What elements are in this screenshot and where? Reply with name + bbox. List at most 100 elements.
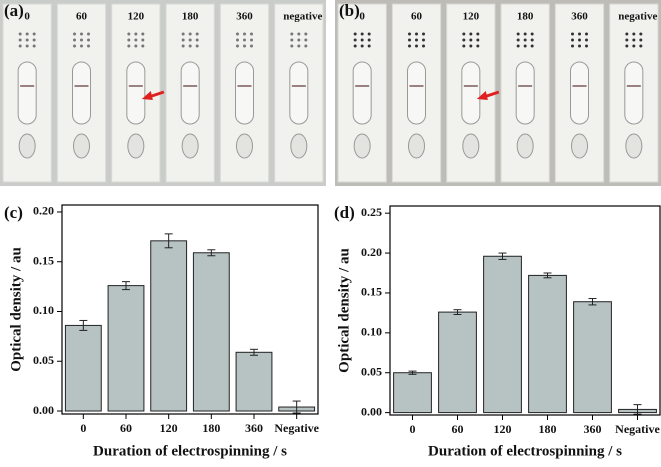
sample-dot <box>141 32 145 36</box>
sample-well <box>462 133 480 159</box>
strip-label: 360 <box>236 11 253 23</box>
sample-dot <box>516 44 520 48</box>
sample-dot <box>360 32 364 36</box>
y-tick-label: 0.15 <box>361 285 382 299</box>
sample-dot <box>290 44 294 48</box>
sample-dot <box>304 32 308 36</box>
sample-dot <box>87 38 90 42</box>
strip-label: 120 <box>463 11 480 23</box>
strip-label: 60 <box>411 11 423 23</box>
x-tick-label: 180 <box>539 422 557 436</box>
sample-well <box>73 133 90 159</box>
y-axis-label: Optical density / au <box>336 248 352 373</box>
y-tick-label: 0.00 <box>361 404 382 418</box>
strip-label: 60 <box>76 11 88 23</box>
sample-dot <box>625 38 629 42</box>
sample-dot <box>415 38 418 42</box>
sample-dot <box>469 32 473 36</box>
sample-dot <box>25 44 29 48</box>
sample-dot <box>127 44 131 48</box>
sample-dot <box>127 38 131 42</box>
sample-dot <box>353 38 357 42</box>
panel-label: (b) <box>339 1 360 20</box>
sample-dot <box>408 32 411 36</box>
y-tick-label: 0.20 <box>361 245 382 259</box>
bar <box>528 274 567 414</box>
sample-dot <box>415 44 418 48</box>
sample-dot <box>360 38 364 42</box>
bar <box>192 252 230 412</box>
sample-dot <box>250 32 253 36</box>
sample-dot <box>188 38 192 42</box>
plot-frame <box>389 205 661 416</box>
sample-dot <box>353 44 357 48</box>
x-tick-label: 60 <box>452 422 464 436</box>
sample-dot <box>578 38 581 42</box>
sample-dot <box>87 44 90 48</box>
sample-dot <box>516 32 520 36</box>
x-tick-label: 180 <box>202 421 220 435</box>
strip-label: negative <box>283 11 322 23</box>
sample-dot <box>236 32 239 36</box>
sample-dot <box>585 44 588 48</box>
sample-dot <box>290 38 294 42</box>
sample-dot <box>476 44 480 48</box>
y-tick-label: 0.15 <box>33 253 54 267</box>
sample-dot <box>415 32 418 36</box>
strip-label: 180 <box>517 11 534 23</box>
sample-dot <box>134 44 138 48</box>
sample-dot <box>530 44 534 48</box>
error-bar <box>207 249 216 257</box>
result-window <box>289 61 309 125</box>
result-window <box>126 61 146 125</box>
sample-dot <box>353 32 357 36</box>
sample-well <box>236 133 253 159</box>
sample-well <box>290 133 308 159</box>
sample-dot <box>462 32 466 36</box>
x-tick-label: Negative <box>274 421 319 435</box>
y-tick-label: 0.20 <box>33 204 54 218</box>
arrow-head <box>141 91 153 100</box>
x-axis-label: Duration of electrospinning / s <box>93 443 287 459</box>
result-window <box>407 61 426 125</box>
x-tick-label: 120 <box>494 422 512 436</box>
panel-label: (a) <box>4 1 24 20</box>
sample-dot <box>181 38 185 42</box>
sample-dot <box>290 32 294 36</box>
sample-dot <box>134 38 138 42</box>
sample-dot <box>469 38 473 42</box>
sample-well <box>516 133 534 159</box>
sample-dot <box>32 38 36 42</box>
x-tick-label: 360 <box>245 421 263 435</box>
sample-dot <box>25 38 29 42</box>
result-window <box>352 61 372 125</box>
error-bar <box>453 309 462 315</box>
sample-dot <box>408 44 411 48</box>
sample-dot <box>571 44 574 48</box>
strip-label: 120 <box>128 11 145 23</box>
sample-dot <box>530 38 534 42</box>
result-window <box>72 61 91 125</box>
result-window <box>570 61 589 125</box>
sample-dot <box>422 38 425 42</box>
sample-dot <box>571 38 574 42</box>
sample-dot <box>297 44 301 48</box>
error-bar <box>292 400 301 414</box>
sample-dot <box>250 44 253 48</box>
sample-dot <box>18 38 22 42</box>
sample-dot <box>181 44 185 48</box>
sample-dot <box>585 38 588 42</box>
sample-dot <box>422 32 425 36</box>
x-tick-label: 0 <box>80 421 86 435</box>
error-bar <box>498 252 507 260</box>
sample-well <box>353 133 371 159</box>
x-axis-label: Duration of electrospinning / s <box>428 443 622 459</box>
sample-dot <box>87 32 90 36</box>
sample-dot <box>243 44 246 48</box>
sample-dot <box>141 38 145 42</box>
result-window <box>624 61 644 125</box>
result-window <box>180 61 200 125</box>
sample-dot <box>408 38 411 42</box>
bar <box>438 311 477 414</box>
strip-label: 360 <box>571 11 588 23</box>
